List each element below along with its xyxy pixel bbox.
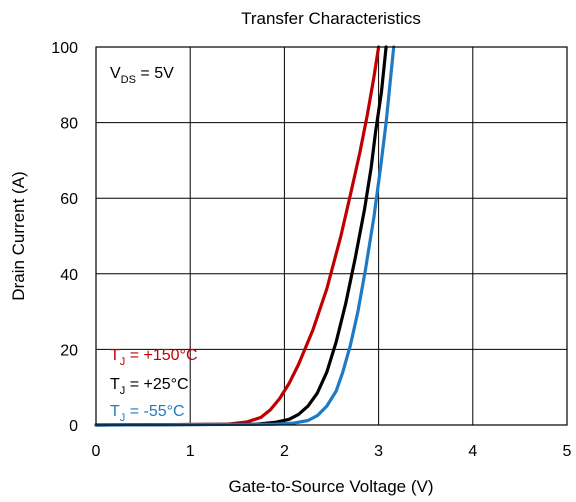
y-axis-label: Drain Current (A) [9,171,28,300]
series-line-2 [94,45,396,427]
condition-annotation: VDS = 5V [110,65,174,86]
x-tick-label: 5 [563,443,572,460]
legend-entry-0: TJ = +150°C [110,347,198,368]
series-line-1 [94,45,388,427]
grid-lines [96,47,567,425]
series-line-0 [94,45,381,427]
series-curves [94,45,396,427]
y-tick-label: 0 [69,418,78,435]
x-axis-label: Gate-to-Source Voltage (V) [228,477,433,496]
legend-entry-1: TJ = +25°C [110,376,189,397]
x-tick-label: 1 [186,443,195,460]
x-tick-label: 0 [92,443,101,460]
y-tick-label: 20 [60,342,78,359]
legend: TJ = +150°C TJ = +25°C TJ = -55°C [110,347,198,424]
y-tick-label: 40 [60,267,78,284]
plot-area-frame [95,46,568,426]
y-tick-label: 80 [60,116,78,133]
y-tick-labels: 0 20 40 60 80 100 [51,40,78,435]
x-tick-label: 3 [374,443,383,460]
y-tick-label: 100 [51,40,78,57]
y-tick-label: 60 [60,191,78,208]
legend-entry-2: TJ = -55°C [110,403,185,424]
x-tick-label: 4 [468,443,477,460]
x-tick-labels: 0 1 2 3 4 5 [92,443,572,460]
x-tick-label: 2 [280,443,289,460]
chart-title: Transfer Characteristics [241,9,421,28]
